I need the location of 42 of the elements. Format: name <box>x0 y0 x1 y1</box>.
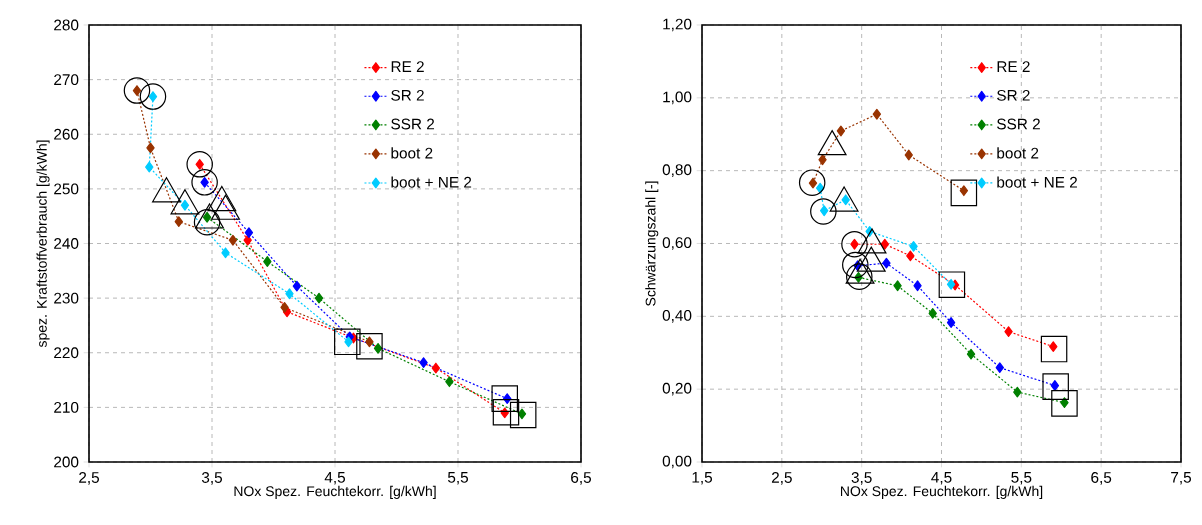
y-tick-label: 250 <box>54 183 79 195</box>
x-tick-label: 4,5 <box>931 472 952 485</box>
legend-label: RE 2 <box>997 61 1030 72</box>
legend-label: SSR 2 <box>391 118 435 130</box>
x-tick-label: 2,5 <box>79 472 100 485</box>
y-axis-title: Schwärzungszahl [-] <box>645 181 659 306</box>
y-tick-label: 270 <box>54 74 79 86</box>
x-tick-label: 5,5 <box>1011 472 1032 485</box>
y-tick-label: 230 <box>54 292 79 304</box>
x-tick-label: 3,5 <box>851 472 872 485</box>
x-tick-label: 7,5 <box>1171 472 1192 485</box>
x-tick-label: 5,5 <box>447 472 469 485</box>
y-tick-label: 0,40 <box>662 310 692 323</box>
y-tick-label: 0,00 <box>662 455 692 469</box>
legend-label: boot 2 <box>997 147 1039 159</box>
x-tick-label: 1,5 <box>692 472 713 485</box>
y-tick-label: 0,20 <box>662 382 692 396</box>
legend-label: boot + NE 2 <box>391 176 472 188</box>
y-axis-title: spez. Kraftstoffverbrauch [g/kWh] <box>36 140 50 348</box>
legend-label: boot 2 <box>391 147 433 159</box>
y-tick-label: 280 <box>54 19 79 31</box>
y-tick-label: 0,60 <box>662 237 692 250</box>
y-tick-label: 210 <box>54 401 79 413</box>
y-tick-label: 1,00 <box>663 91 692 105</box>
y-tick-label: 1,20 <box>663 18 692 32</box>
y-tick-label: 200 <box>54 456 79 468</box>
x-tick-label: 6,5 <box>1091 472 1112 485</box>
legend-label: SR 2 <box>997 89 1030 101</box>
legend-label: SSR 2 <box>997 118 1040 130</box>
x-tick-label: 6,5 <box>571 472 592 485</box>
legend-label: SR 2 <box>391 89 424 101</box>
y-tick-label: 220 <box>54 347 79 359</box>
y-tick-label: 240 <box>54 238 79 249</box>
x-axis-title: NOx Spez. Feuchtekorr. [g/kWh] <box>234 485 436 499</box>
x-tick-label: 3,5 <box>201 472 223 485</box>
legend-label: boot + NE 2 <box>997 176 1077 188</box>
y-tick-label: 0,80 <box>662 164 692 177</box>
y-tick-label: 260 <box>54 128 79 140</box>
x-tick-label: 4,5 <box>324 472 346 485</box>
x-axis-title: NOx Spez. Feuchtekorr. [g/kWh] <box>840 485 1043 499</box>
x-tick-label: 2,5 <box>771 472 792 485</box>
legend-label: RE 2 <box>391 61 424 72</box>
